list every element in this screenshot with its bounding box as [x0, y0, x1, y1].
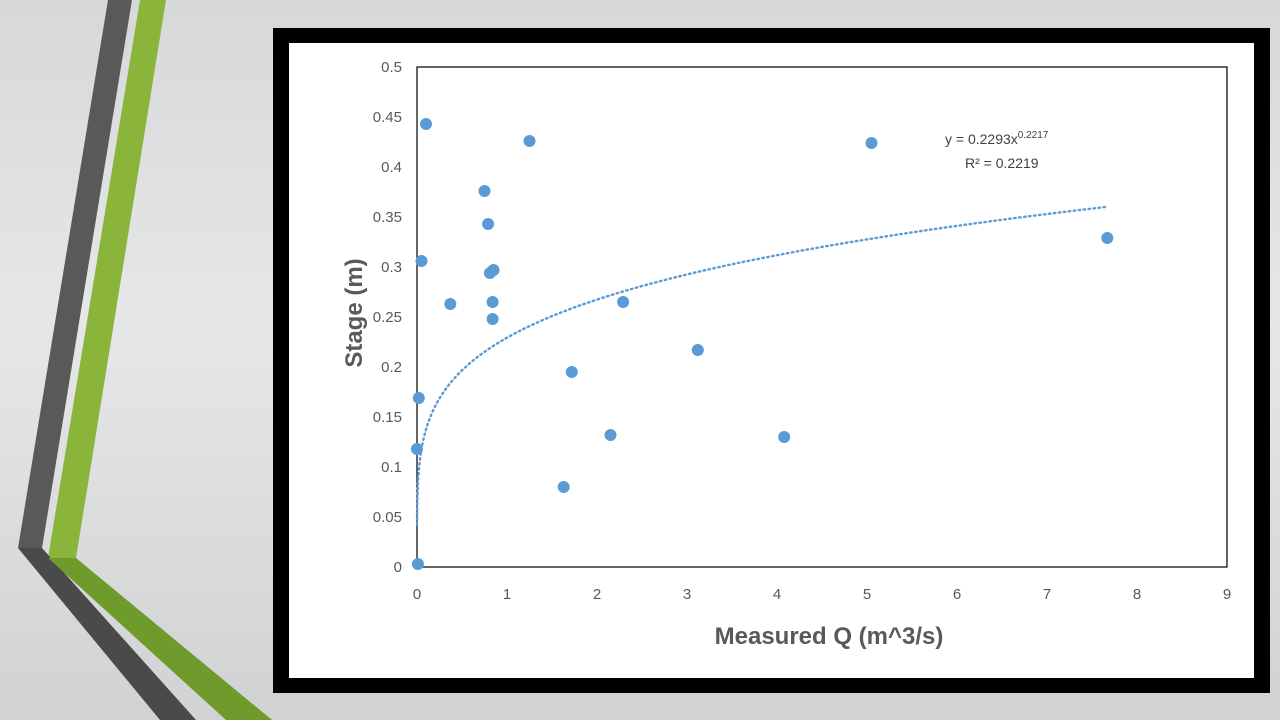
y-tick-label: 0.4 — [381, 159, 402, 176]
scatter-plot: 0 0.05 0.1 0.15 0.2 0.25 0.3 0.35 0.4 0.45 0.5 0 1 2… — [341, 59, 1231, 650]
x-tick-label: 8 — [1133, 586, 1141, 603]
data-point — [482, 218, 495, 230]
plot-area-border — [416, 66, 1228, 568]
x-axis-title: Measured Q (m^3/s) — [715, 623, 944, 650]
x-tick-label: 4 — [773, 586, 781, 603]
data-points — [411, 118, 1114, 570]
green-accent-corner — [48, 558, 272, 720]
chart-frame: 0 0.05 0.1 0.15 0.2 0.25 0.3 0.35 0.4 0.45 0.5 0 1 2… — [273, 28, 1270, 693]
data-point — [486, 313, 499, 325]
data-point — [411, 558, 424, 570]
data-point — [444, 298, 457, 310]
dark-accent-corner — [18, 548, 196, 720]
x-tick-label: 5 — [863, 586, 871, 603]
y-tick-label: 0.1 — [381, 459, 402, 476]
data-point — [412, 392, 425, 404]
data-point — [778, 431, 791, 443]
y-tick-label: 0 — [394, 559, 402, 576]
data-point — [487, 264, 500, 276]
y-tick-label: 0.2 — [381, 359, 402, 376]
x-tick-label: 2 — [593, 586, 601, 603]
y-tick-label: 0.15 — [373, 409, 402, 426]
green-accent-stripe — [48, 0, 166, 558]
chart-area: 0 0.05 0.1 0.15 0.2 0.25 0.3 0.35 0.4 0.45 0.5 0 1 2… — [289, 43, 1254, 678]
data-point — [617, 296, 630, 308]
data-point — [691, 344, 704, 356]
data-point — [604, 429, 617, 441]
data-point — [865, 137, 878, 149]
y-tick-labels: 0 0.05 0.1 0.15 0.2 0.25 0.3 0.35 0.4 0.45 0.5 — [373, 59, 402, 576]
x-tick-label: 0 — [413, 586, 421, 603]
x-tick-label: 3 — [683, 586, 691, 603]
x-tick-label: 6 — [953, 586, 961, 603]
y-tick-label: 0.3 — [381, 259, 402, 276]
data-point — [411, 443, 423, 455]
y-tick-label: 0.25 — [373, 309, 402, 326]
y-tick-label: 0.45 — [373, 109, 402, 126]
x-tick-label: 1 — [503, 586, 511, 603]
data-point — [557, 481, 570, 493]
data-point — [565, 366, 578, 378]
data-point — [1101, 232, 1114, 244]
data-point — [415, 255, 428, 267]
trendline-equation: y = 0.2293x0.2217 — [945, 130, 1049, 147]
data-point — [420, 118, 432, 130]
x-tick-label: 7 — [1043, 586, 1051, 603]
dark-accent-stripe — [18, 0, 132, 548]
data-point — [478, 185, 491, 197]
y-tick-label: 0.35 — [373, 209, 402, 226]
trendline-r-squared: R² = 0.2219 — [965, 155, 1039, 171]
y-tick-label: 0.5 — [381, 59, 402, 76]
data-point — [523, 135, 536, 147]
x-tick-labels: 0 1 2 3 4 5 6 7 8 9 — [413, 586, 1231, 603]
y-axis-title: Stage (m) — [341, 258, 368, 367]
data-point — [486, 296, 499, 308]
power-trendline — [415, 205, 1109, 526]
y-tick-label: 0.05 — [373, 509, 402, 526]
x-tick-label: 9 — [1223, 586, 1231, 603]
